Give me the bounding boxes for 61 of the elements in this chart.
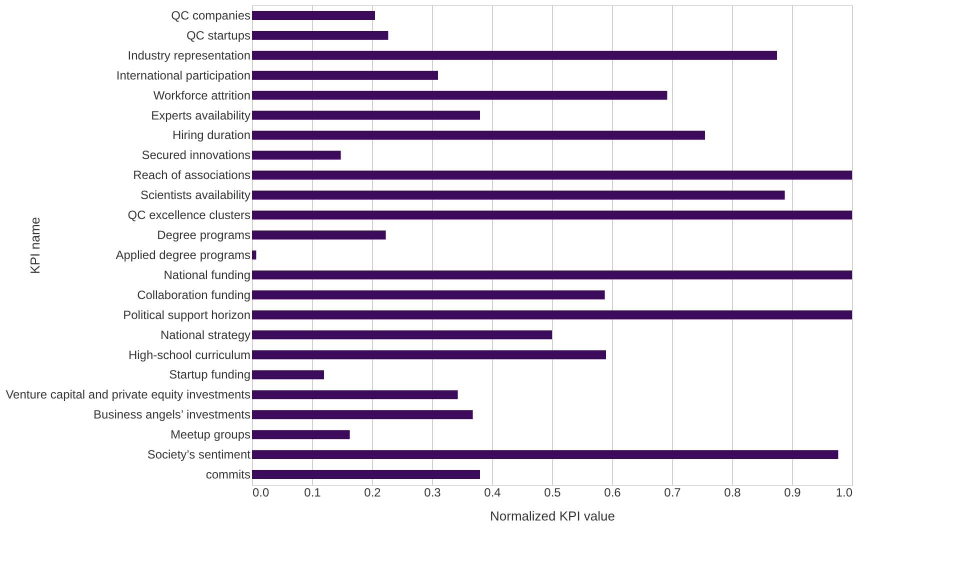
bar [252, 130, 705, 140]
bar [252, 310, 852, 320]
y-tick-label: QC excellence clusters [128, 208, 250, 222]
bar [252, 50, 777, 60]
bar [252, 90, 668, 100]
y-tick-label: Hiring duration [172, 128, 250, 142]
y-tick-label: Experts availability [151, 108, 250, 122]
bar [252, 430, 350, 440]
bar [252, 110, 480, 120]
x-axis-title: Normalized KPI value [490, 508, 615, 524]
x-tick-label: 0.7 [664, 486, 682, 500]
y-tick-label: Startup funding [169, 368, 250, 382]
y-tick-label: Collaboration funding [137, 288, 250, 302]
y-tick-label: Workforce attrition [153, 88, 250, 102]
bar [252, 470, 480, 480]
bar [252, 150, 341, 160]
bar [252, 370, 324, 380]
x-tick-label: 0.2 [364, 486, 382, 500]
y-tick-label: QC companies [171, 8, 250, 22]
bar [252, 410, 473, 420]
bar [252, 170, 852, 180]
x-tick-label: 0.0 [252, 486, 270, 500]
bar [252, 10, 375, 20]
x-tick-label: 0.6 [604, 486, 622, 500]
bar [252, 210, 852, 220]
bar [252, 270, 852, 280]
y-tick-label: commits [206, 468, 250, 482]
y-tick-label: Business angels’ investments [94, 408, 250, 422]
bar [252, 390, 458, 400]
y-tick-label: Scientists availability [140, 188, 250, 202]
x-tick-label: 0.5 [544, 486, 562, 500]
x-tick-label: 0.1 [304, 486, 322, 500]
bar [252, 330, 552, 340]
y-tick-label: National funding [164, 268, 250, 282]
y-tick-label: Reach of associations [133, 168, 250, 182]
bar [252, 230, 386, 240]
x-tick-label: 0.3 [424, 486, 442, 500]
x-tick-label: 0.9 [784, 486, 802, 500]
y-tick-label: Secured innovations [142, 148, 250, 162]
bar [252, 30, 388, 40]
y-tick-label: Industry representation [128, 48, 250, 62]
y-tick-label: Degree programs [157, 228, 250, 242]
y-tick-label: High-school curriculum [128, 348, 250, 362]
y-tick-label: Society’s sentiment [147, 448, 252, 462]
bar [252, 190, 785, 200]
bar [252, 450, 838, 460]
y-tick-label: Meetup groups [170, 428, 250, 442]
x-tick-label: 0.8 [724, 486, 742, 500]
x-tick-label: 1.0 [836, 486, 853, 500]
y-axis-title: KPI name [28, 216, 42, 274]
bar [252, 250, 256, 260]
y-tick-label: QC startups [186, 28, 250, 42]
y-tick-label: International participation [116, 68, 250, 82]
y-tick-label: Applied degree programs [116, 248, 250, 262]
bar [252, 70, 438, 80]
x-tick-label: 0.4 [484, 486, 502, 500]
bar [252, 290, 605, 300]
y-tick-label: National strategy [160, 328, 250, 342]
y-tick-label: Venture capital and private equity investments [6, 388, 250, 402]
y-tick-label: Political support horizon [123, 308, 250, 322]
bar [252, 350, 606, 360]
